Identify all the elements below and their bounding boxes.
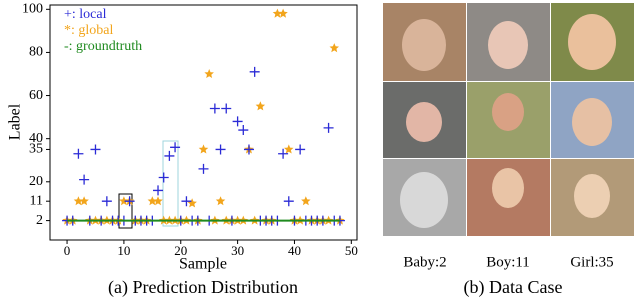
case-label: Baby:2: [403, 254, 446, 270]
x-tick-label: 40: [288, 243, 301, 258]
plus-point: [210, 103, 220, 113]
plus-point: [164, 151, 174, 161]
case-label: Boy:11: [486, 254, 530, 270]
y-tick-label: 11: [30, 193, 43, 208]
face: [568, 14, 616, 70]
legend-entry: -: groundtruth: [64, 39, 142, 54]
face: [488, 21, 528, 69]
x-tick-label: 10: [117, 243, 130, 258]
legend-entry: +: local: [64, 7, 107, 22]
plus-point: [170, 142, 180, 152]
figure: Sample Label (a) Prediction Distribution…: [0, 0, 637, 302]
legend-entry: *: global: [64, 23, 113, 38]
plus-point: [102, 196, 112, 206]
photo-grid: [383, 3, 634, 236]
plus-point: [216, 144, 226, 154]
y-tick-label: 20: [29, 174, 43, 189]
star-point: [330, 43, 340, 52]
plus-point: [238, 125, 248, 135]
highlight-box: [163, 141, 178, 226]
plus-point: [73, 149, 83, 159]
case-label: Girl:35: [570, 254, 613, 270]
caption: (b) Data Case: [464, 277, 563, 298]
x-tick-label: 0: [64, 243, 71, 258]
star-point: [301, 196, 311, 205]
face: [492, 168, 524, 208]
face: [492, 93, 524, 131]
y-tick-label: 60: [29, 88, 43, 103]
plus-point: [284, 196, 294, 206]
plus-point: [159, 172, 169, 182]
plus-point: [244, 144, 254, 154]
star-point: [284, 144, 294, 153]
star-point: [256, 101, 266, 110]
plus-point: [295, 144, 305, 154]
face: [572, 98, 612, 146]
plus-point: [221, 103, 231, 113]
face: [402, 19, 446, 71]
face: [406, 102, 442, 142]
caption: (a) Prediction Distribution: [108, 277, 298, 298]
y-axis-label: Label: [7, 103, 24, 140]
plus-point: [324, 123, 334, 133]
plus-point: [199, 164, 209, 174]
y-tick-label: 40: [29, 131, 43, 146]
x-tick-label: 50: [345, 243, 358, 258]
plus-point: [90, 144, 100, 154]
star-point: [187, 198, 197, 207]
face: [574, 174, 610, 218]
x-tick-label: 30: [231, 243, 244, 258]
y-tick-label: 100: [22, 2, 43, 17]
plus-point: [250, 67, 260, 77]
x-axis-label: Sample: [179, 256, 227, 273]
star-point: [199, 144, 209, 153]
plus-point: [233, 116, 243, 126]
star-point: [204, 69, 214, 78]
y-tick-label: 80: [29, 45, 43, 60]
plus-point: [153, 185, 163, 195]
x-tick-label: 20: [174, 243, 187, 258]
face: [400, 172, 448, 228]
y-tick-label: 2: [36, 213, 43, 228]
star-point: [216, 196, 226, 205]
plus-point: [79, 175, 89, 185]
